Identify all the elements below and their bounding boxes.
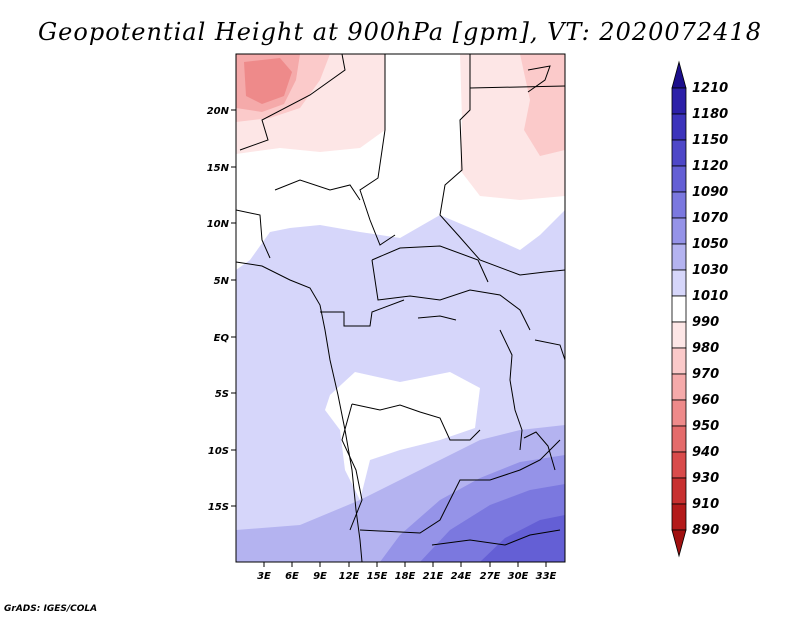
colorbar-swatch [671,191,687,219]
colorbar-label: 890 [692,523,719,538]
colorbar-swatch [671,373,687,401]
colorbar-label: 1090 [692,185,728,200]
lat-label: 15N [207,163,230,174]
footer-credit: GrADS: IGES/COLA [4,604,98,614]
colorbar-swatch [671,425,687,453]
lon-label: 9E [313,571,327,582]
colorbar-swatch [671,399,687,427]
colorbar-label: 1210 [692,81,728,96]
lat-label: 5S [215,389,229,400]
colorbar-label: 1120 [692,159,728,174]
map-frame [235,53,566,563]
lon-label: 33E [536,571,557,582]
colorbar-swatch [671,243,687,271]
colorbar-label: 1150 [692,133,728,148]
colorbar-label: 1070 [692,211,728,226]
colorbar-swatch [671,113,687,141]
colorbar-swatch [671,295,687,323]
colorbar-swatch [671,321,687,349]
colorbar-bottom-arrow [671,529,687,558]
lon-label: 18E [395,571,416,582]
lon-label: 12E [339,571,360,582]
height-field [236,54,565,562]
colorbar-label: 1050 [692,237,728,252]
colorbar-top-arrow [671,60,687,89]
lon-label: 27E [480,571,501,582]
colorbar-label: 940 [692,445,719,460]
colorbar-label: 1010 [692,289,728,304]
colorbar: 1210 1180 1150 1120 1090 1070 1050 1030 1010 990 9… [671,60,728,558]
latitude-axis: 20N 15N 10N 5N EQ 5S 10S 15S [207,106,236,513]
colorbar-label: 930 [692,471,719,486]
lat-label: 10S [208,446,229,457]
lon-label: 3E [257,571,271,582]
longitude-axis: 3E 6E 9E 12E 15E 18E 21E 24E 27E 30E 33E [257,562,557,582]
colorbar-swatch [671,503,687,531]
colorbar-swatch [671,217,687,245]
lat-label: 20N [207,106,230,117]
colorbar-swatch [671,451,687,479]
lon-label: 6E [285,571,299,582]
lat-label: 15S [208,502,229,513]
colorbar-label: 980 [692,341,719,356]
colorbar-swatch [671,477,687,505]
lat-label: 10N [207,219,230,230]
colorbar-swatch [671,347,687,375]
lon-label: 21E [423,571,444,582]
colorbar-label: 990 [692,315,719,330]
colorbar-label: 910 [692,497,719,512]
colorbar-label: 950 [692,419,719,434]
colorbar-swatch [671,165,687,193]
colorbar-swatch [671,269,687,297]
map-title: Geopotential Height at 900hPa [gpm], VT:… [38,18,762,46]
colorbar-swatch [671,139,687,167]
lon-label: 15E [367,571,388,582]
colorbar-label: 960 [692,393,719,408]
coastlines [236,54,565,562]
colorbar-swatch [671,87,687,115]
colorbar-label: 970 [692,367,719,382]
lon-label: 24E [451,571,472,582]
colorbar-label: 1180 [692,107,728,122]
lon-label: 30E [508,571,529,582]
lat-label: EQ [214,333,230,344]
colorbar-label: 1030 [692,263,728,278]
lat-label: 5N [214,276,230,287]
